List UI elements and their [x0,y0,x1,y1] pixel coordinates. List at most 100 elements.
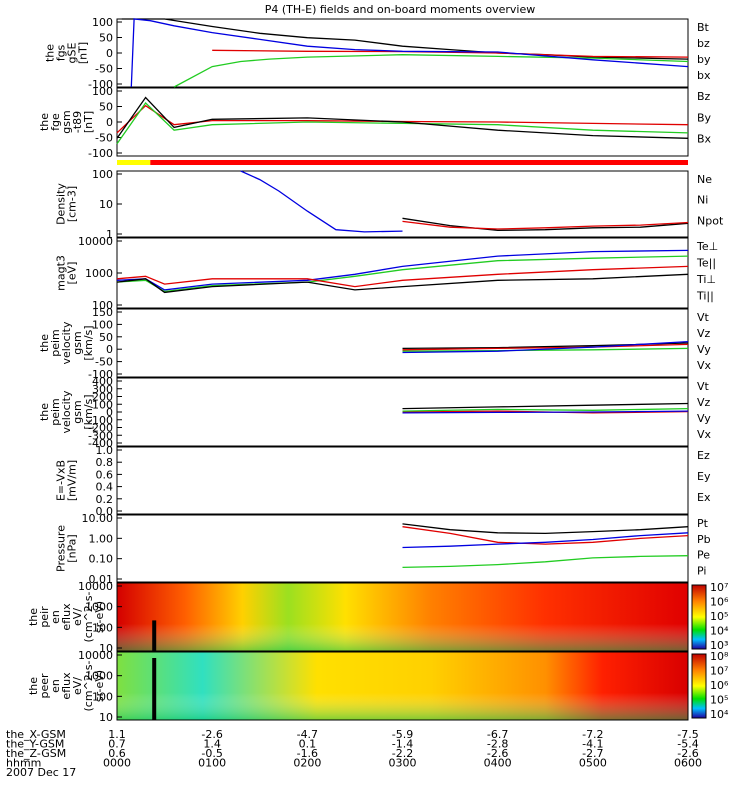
x-tick-label: -6.7 [487,728,508,741]
y-tick-label: 0.0 [96,505,114,518]
legend-Pi: Pi [697,564,706,577]
series-Bx [116,96,689,139]
y-axis-label: Density [55,183,68,225]
y-tick-label: 10 [99,198,113,211]
y-tick-label: 1 [106,228,113,241]
x-tick-label: 0000 [103,757,131,770]
legend-Vt: Vt [697,380,710,393]
x-tick-label: -1.6 [297,747,318,760]
y-axis-label: peim [49,398,62,426]
legend-Vy: Vy [697,412,711,425]
panel-p3: 100 10 1 Density[cm-3] Ne Ni Npot [55,168,724,241]
y-axis-label: (cm^2-s- [82,592,95,643]
y-axis-label: gsm [60,110,73,133]
colorbar-label: 10³ [710,639,728,652]
x-tick-label: 0.6 [108,747,126,760]
x-row-label: the_X-GSM [6,728,66,741]
legend-Te||: Te|| [696,257,716,270]
y-tick-label: 100 [92,398,113,411]
y-tick-label: 10000 [78,649,113,662]
y-tick-label: -100 [88,147,113,160]
y-axis-label: (cm^2-s- [82,661,95,712]
series-bx [130,18,689,88]
y-axis-label: E=-VxB [55,460,68,501]
y-tick-label: 1.00 [89,532,114,545]
legend-Ex: Ex [697,491,711,504]
x-tick-label: 0100 [198,757,226,770]
y-axis-label: the [38,334,51,352]
legend-Ez: Ez [697,449,710,462]
x-tick-label: -7.5 [677,728,698,741]
x-tick-label: 0.7 [108,738,126,751]
x-tick-label: 1.4 [203,738,221,751]
series-Vy [402,347,689,352]
series-Npot [240,170,403,233]
series-Vy [402,407,689,412]
y-axis-label: en [49,679,62,693]
colorbar-label: 10⁴ [710,625,729,638]
y-tick-label: 50 [99,101,113,114]
y-tick-label: 150 [92,306,113,319]
y-axis-label: [mV/m] [66,460,79,501]
y-tick-label: 100 [92,690,113,703]
series-Pt [402,523,689,535]
y-tick-label: 1000 [85,267,113,280]
y-axis-label: velocity [60,321,73,364]
date-label: 2007 Dec 17 [6,766,76,779]
panel-p4: 10000 1000 100 magt3[eV] Te⊥ Te|| Ti⊥ Ti|| [55,235,719,312]
legend-Ti||: Ti|| [696,290,714,303]
y-tick-label: 10000 [78,235,113,248]
y-axis-label: gsm [71,400,84,423]
y-tick-label: 0 [106,116,113,129]
y-axis-label: eV/ [71,608,84,626]
y-axis-label: eflux [60,603,73,631]
legend-Pt: Pt [697,517,709,530]
y-tick-label: -400 [88,437,113,450]
legend-Ti⊥: Ti⊥ [696,273,716,286]
series-Vt [402,402,689,410]
y-tick-label: -200 [88,422,113,435]
y-axis-label: sr-eV) [93,601,106,633]
y-tick-label: 0 [106,47,113,60]
x-tick-label: 0.1 [299,738,317,751]
y-axis-label: the [38,113,51,131]
y-tick-label: 10.00 [82,512,114,525]
x-tick-label: 0400 [484,757,512,770]
legend-Vt: Vt [697,311,710,324]
series-by [173,54,689,88]
y-tick-label: 1000 [85,670,113,683]
y-tick-label: 0.01 [89,573,114,586]
y-tick-label: -100 [88,414,113,427]
x-tick-label: 1.1 [108,728,126,741]
series-Pe [402,555,689,569]
legend-By: By [697,111,712,124]
y-axis-label: the [27,608,40,626]
legend-Vz: Vz [697,396,711,409]
series-Ne [402,220,689,230]
y-tick-label: -50 [95,132,113,145]
y-axis-label: [cm-3] [66,186,79,222]
flag-segment [150,160,688,165]
colorbar-label: 10⁵ [710,610,728,623]
y-tick-label: -50 [95,63,113,76]
y-tick-label: 1000 [85,601,113,614]
legend-bz: bz [697,37,710,50]
y-tick-label: 100 [92,621,113,634]
y-axis-label: [km/s] [82,325,95,360]
x-tick-label: -2.2 [392,747,413,760]
quality-flag-bar [117,160,688,165]
legend-Pe: Pe [697,549,710,562]
legend-Npot: Npot [697,214,724,227]
legend-Vz: Vz [697,327,711,340]
y-tick-label: 100 [92,168,113,181]
legend-Te⊥: Te⊥ [696,240,718,253]
legend-Ni: Ni [697,194,708,207]
x-tick-label: -2.6 [677,747,698,760]
panel-frame [116,514,689,583]
series-Vx [402,340,689,354]
legend-Ey: Ey [697,470,711,483]
y-axis-label: the [44,44,57,62]
